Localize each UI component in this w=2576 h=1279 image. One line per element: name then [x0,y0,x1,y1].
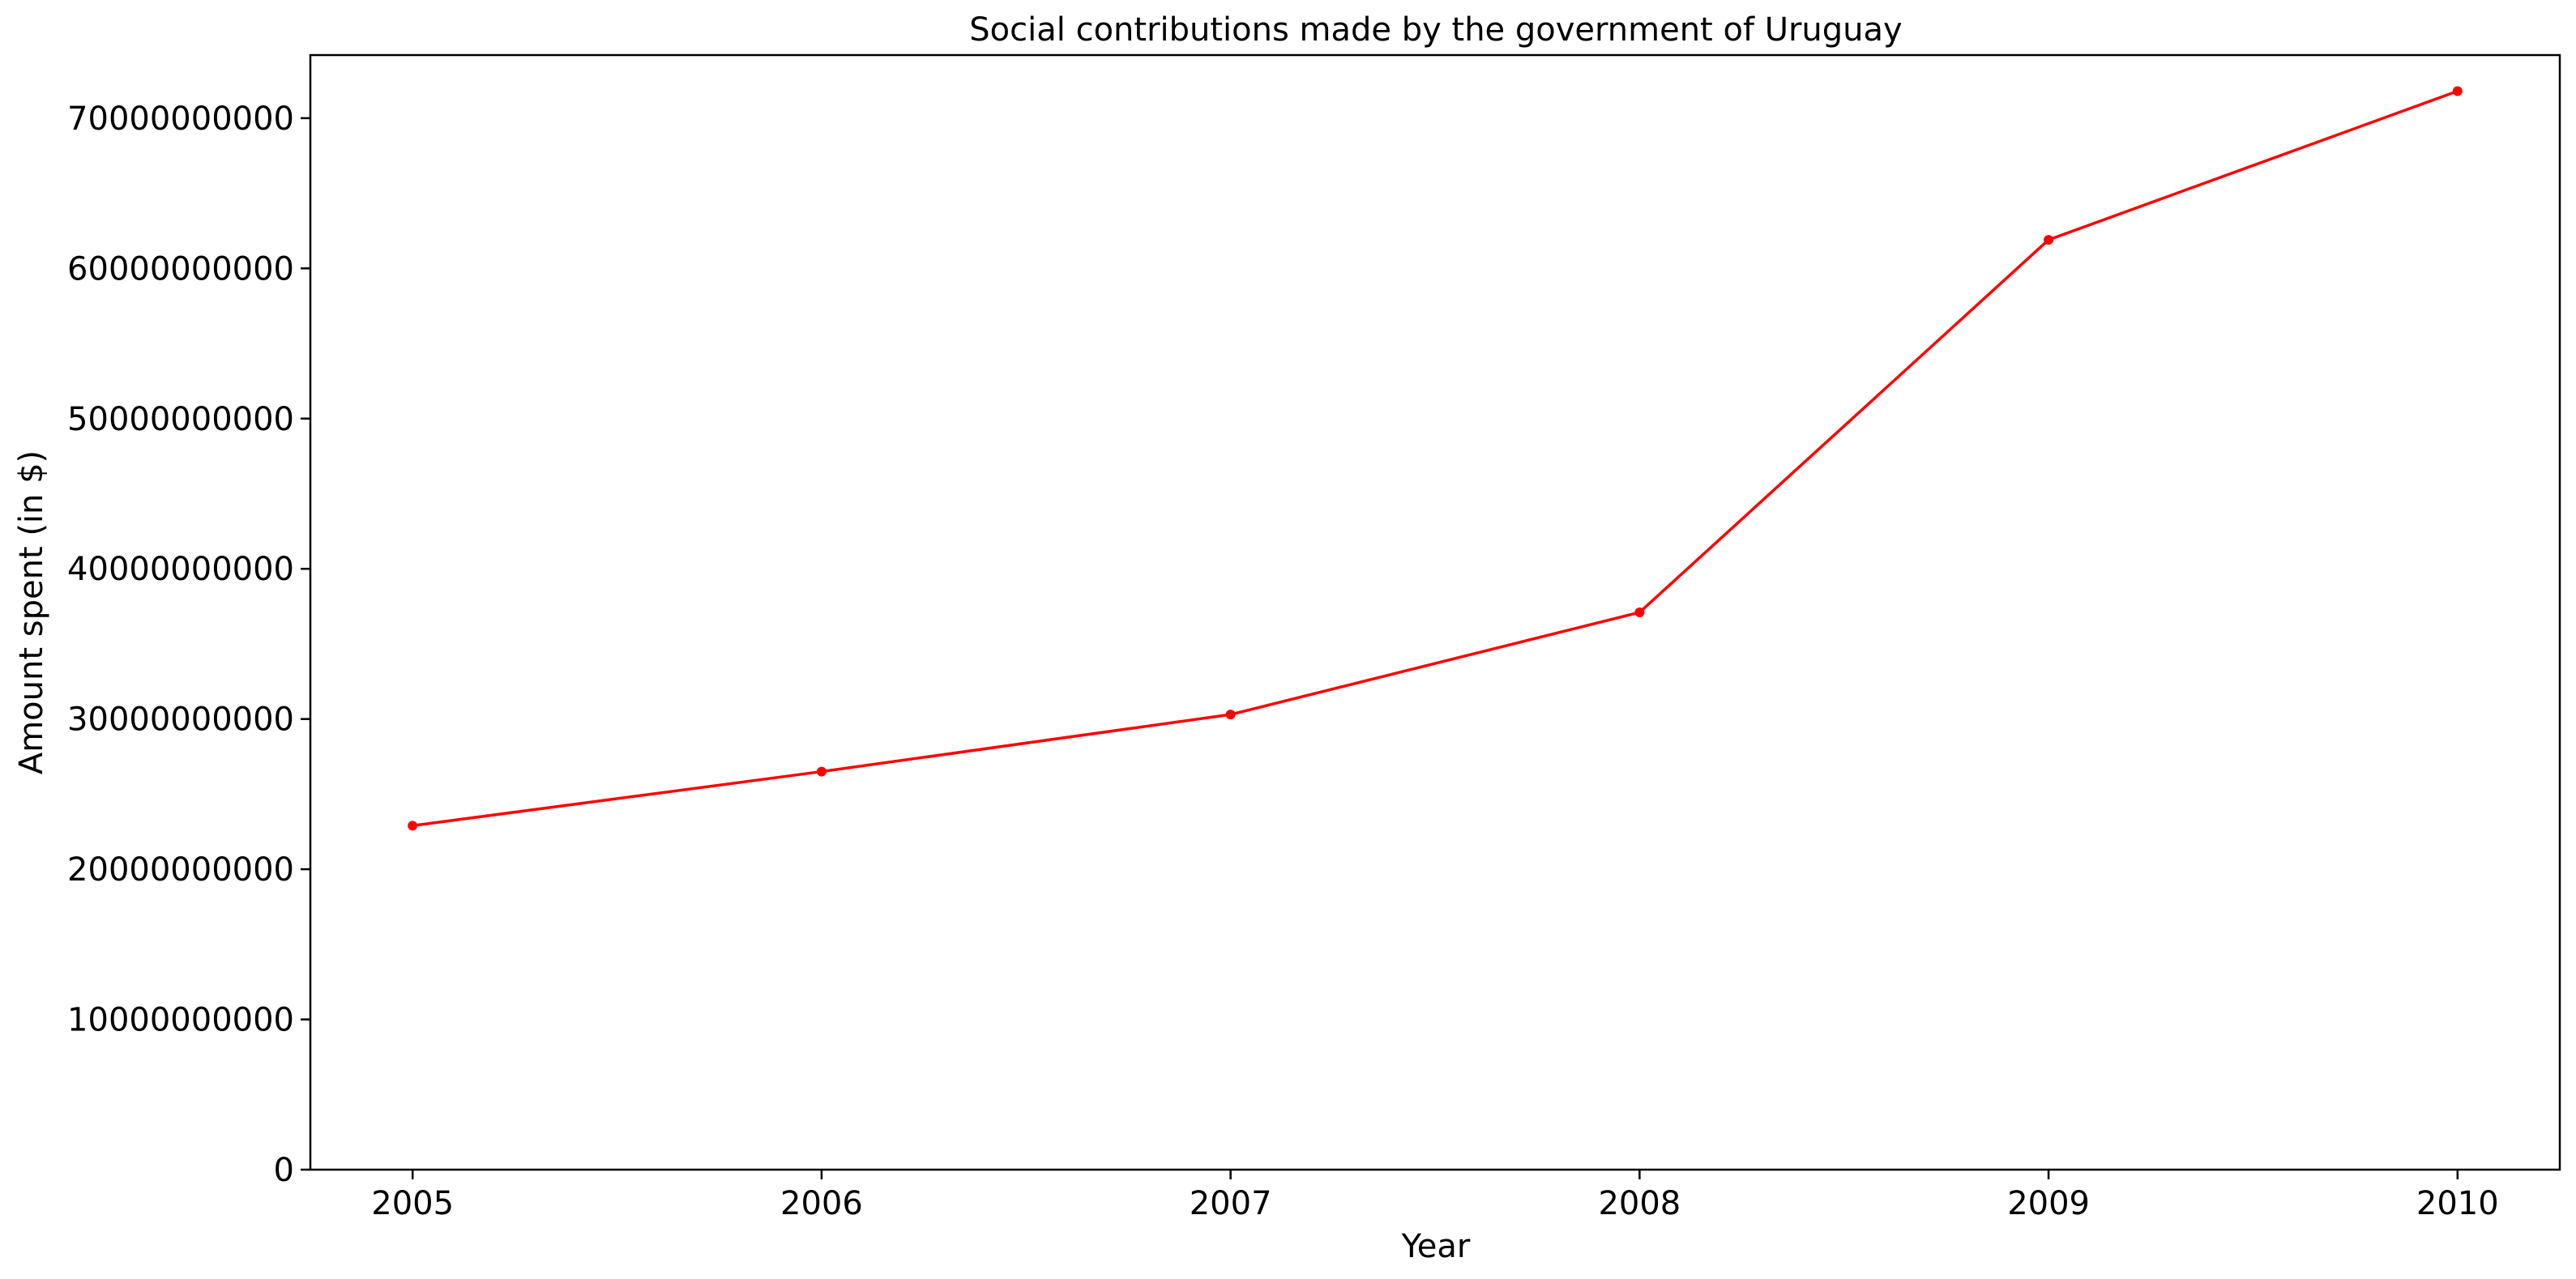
y-tick-label: 0 [274,1152,294,1189]
x-axis: 2005 2006 2007 2008 2009 2010 [371,1170,2499,1222]
chart-title: Social contributions made by the governm… [969,11,1902,49]
y-tick-label: 40000000000 [67,551,294,588]
y-tick-label: 70000000000 [67,100,294,138]
y-tick-label: 20000000000 [67,851,294,889]
x-tick-label: 2007 [1190,1185,1272,1222]
y-tick-label: 30000000000 [67,701,294,739]
x-tick-label: 2008 [1598,1185,1681,1222]
y-tick-label: 50000000000 [67,401,294,438]
plot-frame [309,53,2561,1171]
x-tick-label: 2009 [2007,1185,2090,1222]
data-point [1634,608,1645,617]
y-axis-label: Amount spent (in $) [13,450,50,774]
y-tick-label: 60000000000 [67,250,294,288]
x-tick-label: 2006 [780,1185,863,1222]
data-point [1225,710,1236,720]
data-point [2044,235,2054,245]
series-layer [408,86,2463,831]
y-axis: 0 10000000000 20000000000 30000000000 400000… [67,100,310,1189]
x-tick-label: 2010 [2416,1185,2499,1222]
data-point [816,766,827,777]
data-point [2452,86,2463,96]
x-tick-label: 2005 [371,1185,454,1222]
x-axis-label: Year [1401,1228,1471,1265]
y-tick-label: 10000000000 [67,1002,294,1039]
series-line [412,89,2459,828]
data-point [408,821,418,831]
